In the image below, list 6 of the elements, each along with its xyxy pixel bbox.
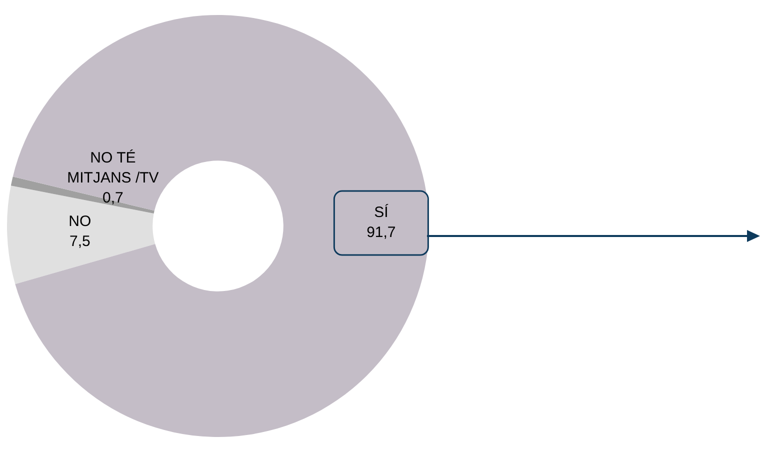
slice-label: NO TÉ MITJANS /TV xyxy=(67,148,159,187)
data-label: 0,7 xyxy=(102,190,124,207)
slice-label: NO xyxy=(68,213,92,230)
slice-label: SÍ xyxy=(374,203,390,222)
data-label: 91,7 xyxy=(366,224,396,242)
data-label: 7,5 xyxy=(69,233,90,250)
